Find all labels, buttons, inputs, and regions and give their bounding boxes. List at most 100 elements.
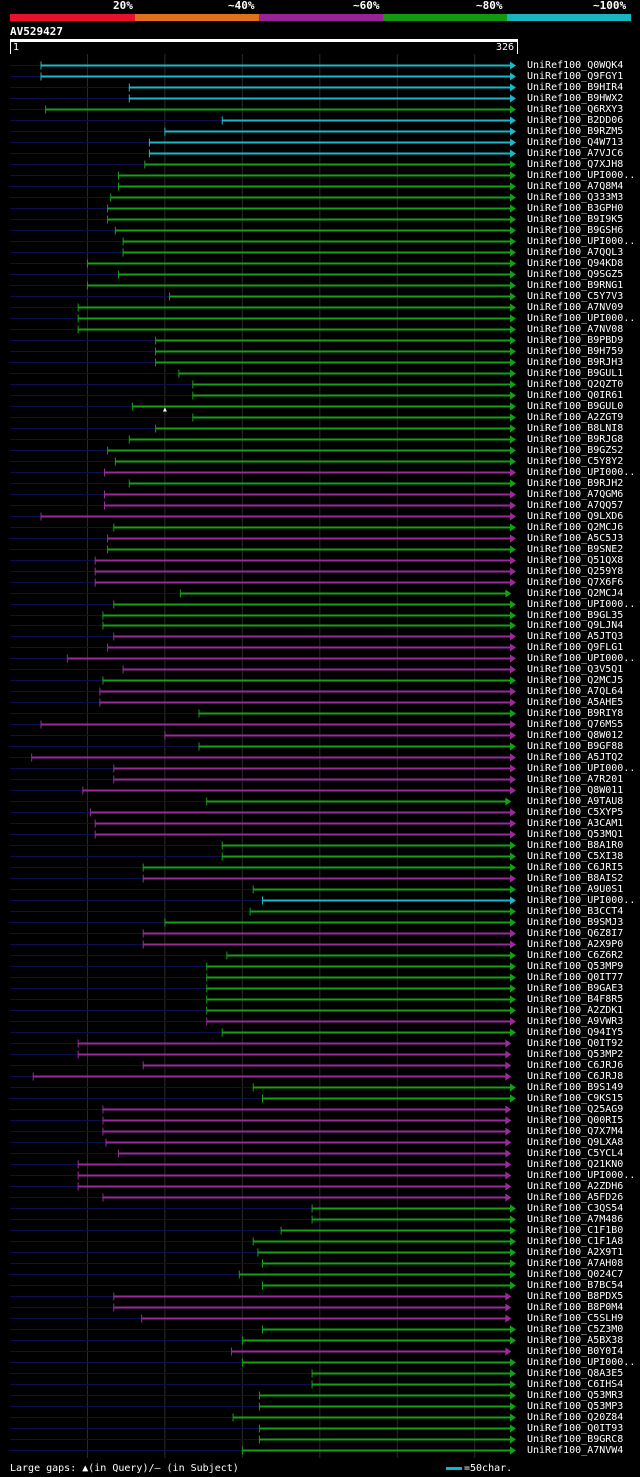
hit-label[interactable]: UniRef100_A9U0S1 — [527, 883, 624, 895]
hit-label[interactable]: UniRef100_B9GZS2 — [527, 444, 624, 456]
hit-label[interactable]: UniRef100_A5AHE5 — [527, 696, 624, 708]
hit-label[interactable]: UniRef100_B8AIS2 — [527, 872, 624, 884]
hit-label[interactable]: UniRef100_Q94KD8 — [527, 257, 624, 269]
hit-label[interactable]: UniRef100_Q9SGZ5 — [527, 268, 624, 280]
hit-label[interactable]: UniRef100_B9GUL0 — [527, 400, 624, 412]
hit-label[interactable]: UniRef100_UPI000.. — [527, 652, 636, 664]
hit-label[interactable]: UniRef100_Q7X7M4 — [527, 1125, 624, 1137]
hit-label[interactable]: UniRef100_B8A1R0 — [527, 839, 624, 851]
hit-label[interactable]: UniRef100_B7BC54 — [527, 1279, 624, 1291]
hit-label[interactable]: UniRef100_Q7XJH8 — [527, 158, 624, 170]
hit-label[interactable]: UniRef100_A5FD26 — [527, 1191, 624, 1203]
hit-label[interactable]: UniRef100_B9HWX2 — [527, 92, 624, 104]
hit-label[interactable]: UniRef100_B9RIY8 — [527, 707, 624, 719]
hit-label[interactable]: UniRef100_Q6RXY3 — [527, 103, 624, 115]
hit-label[interactable]: UniRef100_Q0IR61 — [527, 389, 624, 401]
hit-label[interactable]: UniRef100_B9GF88 — [527, 740, 624, 752]
hit-label[interactable]: UniRef100_B0Y0I4 — [527, 1345, 624, 1357]
hit-label[interactable]: UniRef100_C9KS15 — [527, 1092, 624, 1104]
hit-label[interactable]: UniRef100_B9SNE2 — [527, 543, 624, 555]
hit-label[interactable]: UniRef100_UPI000.. — [527, 598, 636, 610]
hit-label[interactable]: UniRef100_C5Y8Y2 — [527, 455, 624, 467]
hit-label[interactable]: UniRef100_B4F8R5 — [527, 993, 624, 1005]
hit-label[interactable]: UniRef100_B9HIR4 — [527, 81, 624, 93]
hit-label[interactable]: UniRef100_B9GRC8 — [527, 1433, 624, 1445]
hit-label[interactable]: UniRef100_Q00RI5 — [527, 1114, 624, 1126]
hit-label[interactable]: UniRef100_B9RJG8 — [527, 433, 624, 445]
hit-label[interactable]: UniRef100_Q333M3 — [527, 191, 624, 203]
hit-label[interactable]: UniRef100_Q2MCJ6 — [527, 521, 624, 533]
hit-label[interactable]: UniRef100_A7R201 — [527, 773, 624, 785]
hit-label[interactable]: UniRef100_C6JRI5 — [527, 861, 624, 873]
hit-label[interactable]: UniRef100_B9RNG1 — [527, 279, 624, 291]
hit-label[interactable]: UniRef100_Q259Y8 — [527, 565, 624, 577]
hit-label[interactable]: UniRef100_Q8W012 — [527, 729, 624, 741]
hit-label[interactable]: UniRef100_A5JTQ3 — [527, 630, 624, 642]
hit-label[interactable]: UniRef100_A3CAM1 — [527, 817, 624, 829]
hit-label[interactable]: UniRef100_UPI000.. — [527, 235, 636, 247]
hit-label[interactable]: UniRef100_B9GAE3 — [527, 982, 624, 994]
hit-label[interactable]: UniRef100_B8PDX5 — [527, 1290, 624, 1302]
hit-label[interactable]: UniRef100_A7NVW4 — [527, 1444, 624, 1456]
hit-label[interactable]: UniRef100_B2DD06 — [527, 114, 624, 126]
hit-label[interactable]: UniRef100_A2X9T1 — [527, 1246, 624, 1258]
hit-label[interactable]: UniRef100_UPI000.. — [527, 312, 636, 324]
hit-label[interactable]: UniRef100_Q9FLG1 — [527, 641, 624, 653]
hit-label[interactable]: UniRef100_Q2QZT0 — [527, 378, 624, 390]
hit-label[interactable]: UniRef100_Q25AG9 — [527, 1103, 624, 1115]
hit-label[interactable]: UniRef100_B8P0M4 — [527, 1301, 624, 1313]
hit-label[interactable]: UniRef100_Q53MP2 — [527, 1048, 624, 1060]
hit-label[interactable]: UniRef100_C6IHS4 — [527, 1378, 624, 1390]
hit-label[interactable]: UniRef100_C5Y7V3 — [527, 290, 624, 302]
hit-label[interactable]: UniRef100_B9RJH2 — [527, 477, 624, 489]
hit-label[interactable]: UniRef100_C6Z6R2 — [527, 949, 624, 961]
hit-label[interactable]: UniRef100_Q7X6F6 — [527, 576, 624, 588]
hit-label[interactable]: UniRef100_UPI000.. — [527, 1169, 636, 1181]
hit-label[interactable]: UniRef100_Q8W011 — [527, 784, 624, 796]
hit-label[interactable]: UniRef100_Q51QX8 — [527, 554, 624, 566]
hit-label[interactable]: UniRef100_B9RJH3 — [527, 356, 624, 368]
hit-label[interactable]: UniRef100_Q53MQ1 — [527, 828, 624, 840]
hit-label[interactable]: UniRef100_B3CCT4 — [527, 905, 624, 917]
hit-label[interactable]: UniRef100_B9RZM5 — [527, 125, 624, 137]
hit-label[interactable]: UniRef100_C1F1A8 — [527, 1235, 624, 1247]
hit-label[interactable]: UniRef100_Q3V5Q1 — [527, 663, 624, 675]
hit-label[interactable]: UniRef100_B9GSH6 — [527, 224, 624, 236]
hit-label[interactable]: UniRef100_Q4W713 — [527, 136, 624, 148]
hit-label[interactable]: UniRef100_A7QL64 — [527, 685, 624, 697]
hit-label[interactable]: UniRef100_Q0IT92 — [527, 1037, 624, 1049]
hit-label[interactable]: UniRef100_B9GUL1 — [527, 367, 624, 379]
hit-label[interactable]: UniRef100_UPI000.. — [527, 894, 636, 906]
hit-label[interactable]: UniRef100_Q53MP3 — [527, 1400, 624, 1412]
hit-label[interactable]: UniRef100_C5Z3M0 — [527, 1323, 624, 1335]
hit-label[interactable]: UniRef100_A5C5J3 — [527, 532, 624, 544]
hit-label[interactable]: UniRef100_C5YCL4 — [527, 1147, 624, 1159]
hit-label[interactable]: UniRef100_A7QQ57 — [527, 499, 624, 511]
hit-label[interactable]: UniRef100_Q2MCJ4 — [527, 587, 624, 599]
hit-label[interactable]: UniRef100_A2ZGT9 — [527, 411, 624, 423]
hit-label[interactable]: UniRef100_Q6Z8I7 — [527, 927, 624, 939]
hit-label[interactable]: UniRef100_A7VJC6 — [527, 147, 624, 159]
hit-label[interactable]: UniRef100_Q9LXA8 — [527, 1136, 624, 1148]
hit-label[interactable]: UniRef100_Q53MR3 — [527, 1389, 624, 1401]
hit-label[interactable]: UniRef100_Q9LJN4 — [527, 619, 624, 631]
hit-label[interactable]: UniRef100_A9VWR3 — [527, 1015, 624, 1027]
hit-label[interactable]: UniRef100_B3GPH0 — [527, 202, 624, 214]
hit-label[interactable]: UniRef100_C1F1B0 — [527, 1224, 624, 1236]
hit-label[interactable]: UniRef100_C5XYP5 — [527, 806, 624, 818]
hit-label[interactable]: UniRef100_B9SMJ3 — [527, 916, 624, 928]
hit-label[interactable]: UniRef100_A9TAU8 — [527, 795, 624, 807]
hit-label[interactable]: UniRef100_C5SLH9 — [527, 1312, 624, 1324]
hit-label[interactable]: UniRef100_Q9FGY1 — [527, 70, 624, 82]
hit-label[interactable]: UniRef100_Q53MP9 — [527, 960, 624, 972]
hit-label[interactable]: UniRef100_A7Q8M4 — [527, 180, 624, 192]
hit-label[interactable]: UniRef100_B9S149 — [527, 1081, 624, 1093]
hit-label[interactable]: UniRef100_C5XI38 — [527, 850, 624, 862]
hit-label[interactable]: UniRef100_A7AH08 — [527, 1257, 624, 1269]
hit-label[interactable]: UniRef100_Q0IT93 — [527, 1422, 624, 1434]
hit-label[interactable]: UniRef100_Q0IT77 — [527, 971, 624, 983]
hit-label[interactable]: UniRef100_B9GL35 — [527, 609, 624, 621]
hit-label[interactable]: UniRef100_Q21KN0 — [527, 1158, 624, 1170]
hit-label[interactable]: UniRef100_A5BX38 — [527, 1334, 624, 1346]
hit-label[interactable]: UniRef100_C3QS54 — [527, 1202, 624, 1214]
